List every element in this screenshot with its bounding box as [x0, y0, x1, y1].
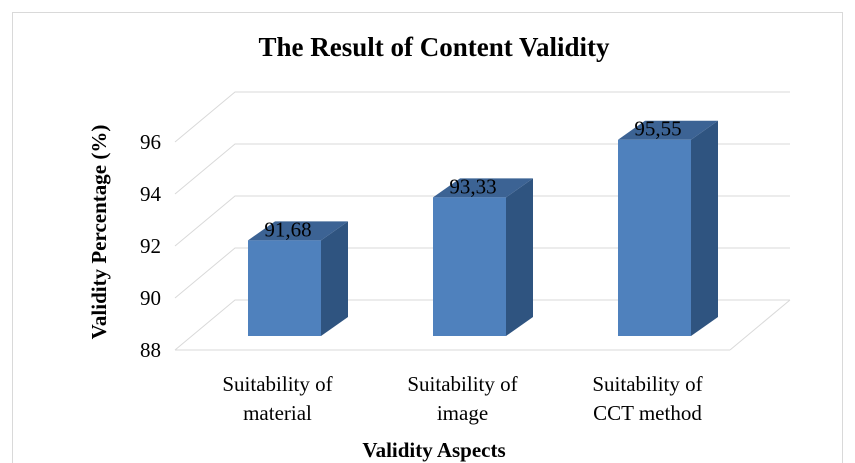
bar-front [618, 139, 691, 336]
bar-side [321, 221, 348, 336]
y-tick-label: 88 [140, 338, 161, 362]
bar [248, 221, 348, 336]
chart-title: The Result of Content Validity [258, 32, 610, 62]
data-label: 93,33 [449, 174, 496, 198]
bar-top [618, 120, 718, 140]
bar [618, 120, 718, 336]
y-axis-title: Validity Percentage (%) [87, 125, 111, 340]
bar-top [433, 178, 533, 198]
y-tick-label: 90 [140, 286, 161, 310]
bar-top [248, 221, 348, 241]
grid-line [174, 247, 790, 299]
x-tick-label: Suitability of image [407, 372, 518, 425]
grid-line [174, 299, 790, 351]
grid-line [174, 91, 790, 143]
grid-line [174, 143, 790, 195]
data-label: 95,55 [634, 117, 681, 141]
x-axis-title: Validity Aspects [362, 438, 505, 462]
data-label: 91,68 [264, 217, 311, 241]
bar [433, 178, 533, 336]
y-tick-label: 94 [140, 182, 162, 206]
floor-edge [729, 299, 791, 351]
bar-side [506, 178, 533, 336]
y-tick-label: 96 [140, 130, 161, 154]
chart-border [12, 12, 843, 463]
bar-front [248, 240, 321, 336]
y-tick-label: 92 [140, 234, 161, 258]
bar-front [433, 197, 506, 336]
grid-line [174, 195, 790, 247]
x-tick-label: Suitability of material [222, 372, 333, 425]
bar-side [691, 120, 718, 336]
x-tick-label: Suitability of CCT method [592, 372, 703, 425]
